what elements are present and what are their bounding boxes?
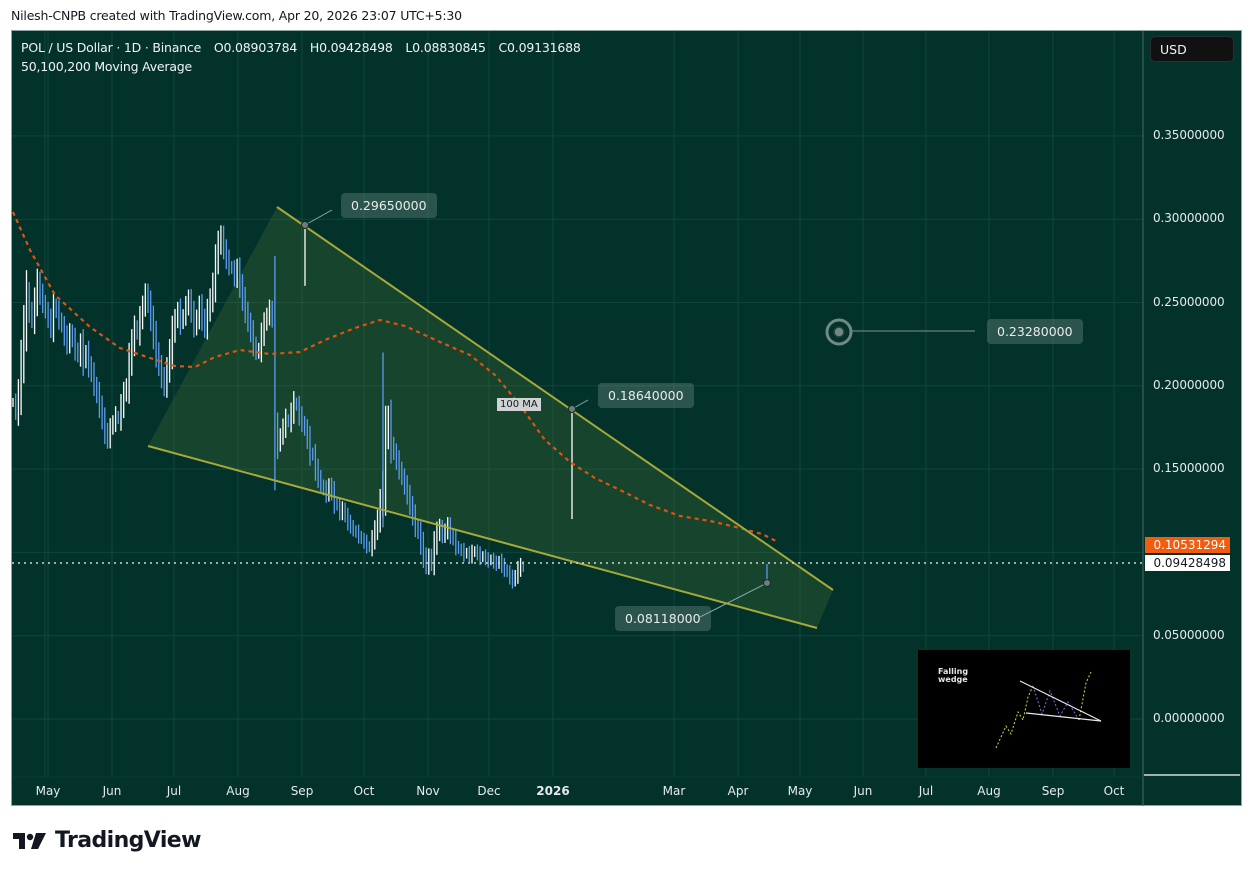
time-axis-label: Sep: [1041, 784, 1065, 798]
time-axis-label: Oct: [353, 784, 375, 798]
price-axis-label: 0.20000000: [1153, 377, 1225, 392]
pivot-marker-low-1: [763, 579, 771, 587]
wedge-lower-trendline[interactable]: [147, 445, 818, 629]
time-axis-label: May: [787, 784, 813, 798]
last-price-tag: 0.09428498: [1145, 555, 1230, 571]
time-axis-label: Aug: [226, 784, 250, 798]
time-axis-label: Mar: [662, 784, 686, 798]
indicator-legend[interactable]: 50,100,200 Moving Average: [21, 59, 193, 74]
pivot-marker-high-2: [568, 405, 576, 413]
inset-title-line-1: Falling: [938, 667, 969, 676]
ma-label: 100 MA: [497, 398, 541, 411]
time-axis-label: Nov: [416, 784, 440, 798]
time-axis-label: Jul: [918, 784, 934, 798]
time-axis-label: Apr: [727, 784, 749, 798]
time-axis-label: Jul: [166, 784, 182, 798]
chart-credit: Nilesh-CNPB created with TradingView.com…: [11, 8, 462, 23]
inset-title: Falling wedge: [938, 668, 968, 684]
chart-legend: POL / US Dollar · 1D · Binance O0.089037…: [21, 38, 581, 76]
symbol-title[interactable]: POL / US Dollar · 1D · Binance: [21, 40, 202, 55]
time-axis-label: Aug: [977, 784, 1001, 798]
wedge-upper-trendline[interactable]: [276, 206, 834, 591]
time-axis-label: Sep: [290, 784, 314, 798]
wedge-fill: [148, 207, 833, 628]
callout-leader-high-1: [304, 209, 333, 226]
time-axis-label: 2026: [536, 784, 570, 798]
legend-open: O0.08903784: [213, 40, 298, 55]
currency-button[interactable]: USD: [1150, 36, 1234, 62]
price-callout-low-1[interactable]: 0.08118000: [615, 606, 711, 631]
price-axis-label: 0.00000000: [1153, 711, 1225, 725]
target-anchor-icon[interactable]: [825, 318, 853, 346]
moving-average-100-line: [11, 211, 779, 543]
time-axis-label: Dec: [477, 784, 501, 798]
tradingview-logo-icon: [13, 832, 46, 849]
ma-price-tag: 0.10531294: [1145, 537, 1230, 553]
price-callout-target[interactable]: 0.23280000: [987, 319, 1083, 344]
price-axis-label: 0.15000000: [1153, 461, 1225, 476]
target-anchor-dot: [833, 326, 845, 338]
inset-title-line-2: wedge: [938, 675, 968, 684]
tradingview-logo[interactable]: TradingView: [13, 828, 201, 853]
time-axis-label: Oct: [1103, 784, 1125, 798]
price-callout-high-1[interactable]: 0.29650000: [341, 193, 437, 218]
legend-close: C0.09131688: [498, 40, 581, 55]
time-axis-label: May: [35, 784, 61, 798]
legend-high: H0.09428498: [309, 40, 393, 55]
time-axis-label: Jun: [102, 784, 122, 798]
legend-low: L0.08830845: [405, 40, 486, 55]
time-axis-label: Jun: [853, 784, 873, 798]
target-ray[interactable]: [825, 318, 975, 346]
pivot-marker-high-1: [301, 221, 309, 229]
tradingview-logo-text: TradingView: [55, 828, 201, 853]
callout-leader-low-1: [699, 582, 768, 618]
price-axis-label: 0.05000000: [1153, 627, 1225, 642]
falling-wedge-inset-image: Falling wedge: [918, 650, 1130, 768]
price-axis-label: 0.35000000: [1153, 127, 1225, 142]
falling-wedge-diagram: [995, 671, 1102, 749]
price-callout-high-2[interactable]: 0.18640000: [598, 383, 694, 408]
price-axis-label: 0.30000000: [1153, 211, 1225, 226]
price-axis-label: 0.25000000: [1153, 294, 1225, 309]
